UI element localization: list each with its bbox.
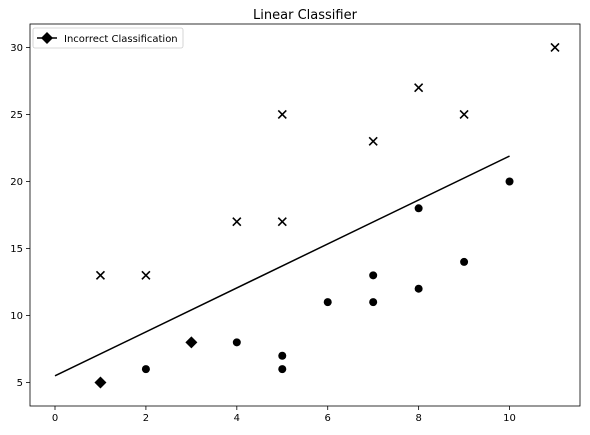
circle-marker-point — [369, 298, 378, 307]
y-tick-label: 10 — [10, 311, 23, 322]
x-tick-label: 2 — [143, 413, 149, 424]
y-tick-label: 20 — [10, 177, 23, 188]
x-marker-point — [141, 270, 151, 280]
x-tick-label: 4 — [234, 413, 240, 424]
x-marker-point — [459, 109, 469, 120]
y-axis-ticks: 5 10 15 20 25 30 — [10, 43, 30, 389]
circle-marker-point — [278, 351, 287, 360]
x-marker-point — [95, 270, 106, 280]
circle-marker-point — [460, 257, 469, 266]
incorrect-classification-point — [185, 336, 198, 349]
x-marker-point — [277, 217, 287, 227]
circle-marker-point — [414, 284, 423, 293]
legend-label: Incorrect Classification — [64, 34, 178, 45]
legend-box — [32, 27, 184, 49]
circle-marker-point — [323, 298, 332, 307]
legend-diamond-icon — [41, 32, 53, 44]
circle-marker-point — [369, 271, 378, 280]
circle-marker-point — [141, 365, 150, 374]
circle-marker-point — [232, 338, 241, 347]
y-tick-label: 15 — [10, 244, 23, 255]
x-tick-label: 6 — [325, 413, 331, 424]
circle-marker-point — [278, 365, 287, 374]
x-tick-label: 0 — [52, 413, 58, 424]
y-tick-label: 5 — [17, 378, 23, 389]
incorrect-classification-point — [94, 376, 107, 389]
x-tick-label: 8 — [415, 413, 421, 424]
x-marker-point — [414, 83, 424, 93]
y-tick-label: 30 — [10, 43, 23, 54]
y-tick-label: 25 — [10, 110, 23, 121]
decision-line-layer — [54, 155, 510, 377]
marks-layer — [94, 42, 560, 389]
circle-marker-point — [505, 177, 514, 186]
legend: Incorrect Classification — [32, 27, 184, 49]
chart-title: Linear Classifier — [253, 8, 358, 23]
x-marker-point — [277, 109, 287, 120]
x-tick-label: 10 — [503, 413, 516, 424]
plot-area — [29, 23, 581, 407]
x-axis-ticks: 0 2 4 6 8 10 — [52, 406, 516, 424]
circle-marker-point — [414, 204, 423, 213]
x-marker-point — [232, 217, 242, 227]
x-marker-point — [550, 42, 560, 53]
x-marker-point — [368, 136, 378, 146]
decision-boundary-line — [54, 155, 510, 377]
